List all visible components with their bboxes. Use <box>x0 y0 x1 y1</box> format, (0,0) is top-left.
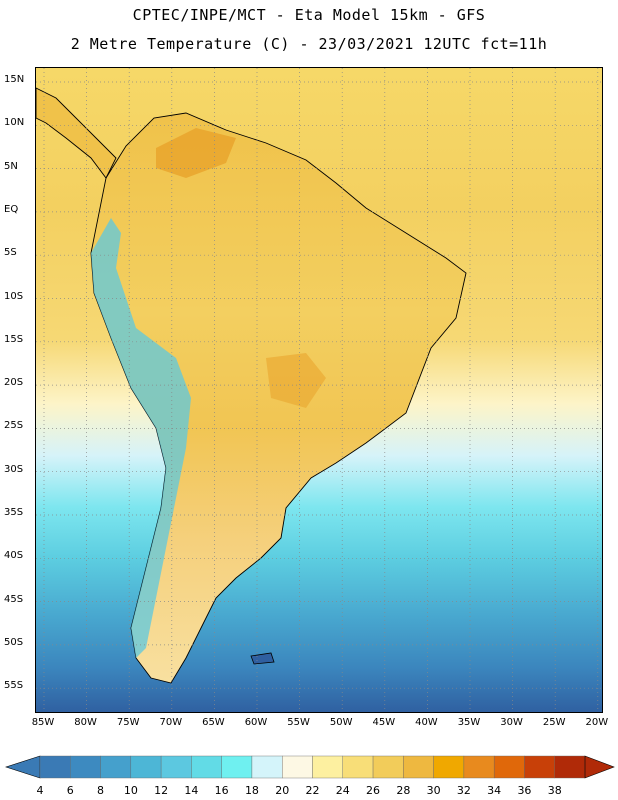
colorbar-swatch <box>372 755 404 779</box>
lat-tick-label: 5S <box>4 247 17 259</box>
colorbar-swatch <box>130 755 162 779</box>
warm-hotspot-north <box>156 128 236 178</box>
lon-tick-label: 75W <box>116 717 140 728</box>
temperature-colorbar <box>5 755 615 779</box>
colorbar-tick-label: 32 <box>456 784 471 797</box>
colorbar-high-arrow-icon <box>584 755 615 779</box>
lon-tick-label: 55W <box>287 717 310 728</box>
colorbar-swatch <box>554 755 586 779</box>
colorbar-tick-label: 6 <box>66 784 74 797</box>
lat-tick-label: 15N <box>4 74 25 85</box>
lon-tick-label: 80W <box>74 717 97 728</box>
lon-tick-label: 20W <box>585 717 609 728</box>
andes-cold-band <box>91 218 191 658</box>
lat-tick-label: 45S <box>4 593 24 605</box>
warm-hotspot-central <box>266 353 326 408</box>
colorbar-tick-label: 30 <box>426 784 441 797</box>
colorbar-swatch <box>433 755 465 779</box>
lon-tick-label: 40W <box>415 717 438 728</box>
chart-title: CPTEC/INPE/MCT - Eta Model 15km - GFS <box>132 6 486 24</box>
lon-tick-label: 35W <box>457 717 481 728</box>
lon-tick-label: 25W <box>542 717 566 728</box>
colorbar-low-arrow-icon <box>5 755 41 779</box>
lat-tick-label: 30S <box>4 463 24 475</box>
lon-tick-label: 50W <box>329 717 353 728</box>
colorbar-tick-label: 18 <box>244 784 259 797</box>
colorbar-swatch <box>463 755 495 779</box>
colorbar-swatch <box>70 755 101 779</box>
colorbar-swatch <box>251 755 283 779</box>
colorbar-swatch <box>160 755 192 779</box>
colorbar-tick-label: 10 <box>123 784 138 797</box>
colorbar-swatch <box>342 755 374 779</box>
chart-subtitle: 2 Metre Temperature (C) - 23/03/2021 12U… <box>70 35 548 53</box>
colorbar-tick-label: 4 <box>36 784 44 797</box>
lat-tick-label: 10N <box>4 117 25 129</box>
central-america-landmass <box>36 87 117 179</box>
colorbar-swatch <box>191 755 222 779</box>
colorbar-swatch <box>403 755 434 779</box>
colorbar-swatch <box>39 755 71 779</box>
colorbar-tick-label: 16 <box>214 784 229 797</box>
lon-tick-label: 65W <box>202 717 225 728</box>
colorbar-tick-label: 24 <box>335 784 350 797</box>
colorbar-tick-label: 38 <box>547 784 562 797</box>
colorbar-swatch <box>100 755 132 779</box>
colorbar-tick-label: 14 <box>184 784 199 797</box>
lon-tick-label: 70W <box>159 717 183 728</box>
colorbar-tick-label: 28 <box>396 784 411 797</box>
lon-tick-label: 45W <box>372 717 396 728</box>
colorbar-swatch <box>221 755 253 779</box>
lat-tick-label: 5N <box>4 160 18 172</box>
lat-tick-label: EQ <box>4 203 19 215</box>
colorbar-tick-label: 12 <box>154 784 169 797</box>
lat-tick-label: 10S <box>4 290 24 302</box>
colorbar-tick-label: 22 <box>305 784 320 797</box>
lat-tick-label: 25S <box>4 420 24 432</box>
lat-tick-label: 40S <box>4 550 24 562</box>
graticule <box>36 68 602 712</box>
colorbar-tick-label: 20 <box>275 784 290 797</box>
colorbar-tick-label: 26 <box>366 784 381 797</box>
colorbar-tick-label: 34 <box>487 784 502 797</box>
colorbar-tick-label: 36 <box>517 784 532 797</box>
lon-tick-label: 85W <box>31 717 55 728</box>
colorbar-swatch <box>312 755 343 779</box>
lon-tick-label: 60W <box>244 717 268 728</box>
falkland-islands <box>250 652 275 665</box>
lat-tick-label: 55S <box>4 680 24 692</box>
lat-tick-label: 50S <box>4 636 24 648</box>
temperature-map <box>35 67 603 713</box>
lat-tick-label: 15S <box>4 333 24 345</box>
colorbar-swatch <box>493 755 525 779</box>
colorbar-tick-label: 8 <box>97 784 105 797</box>
lat-tick-label: 35S <box>4 507 24 518</box>
lat-tick-label: 20S <box>4 377 24 389</box>
lon-tick-label: 30W <box>500 717 523 728</box>
colorbar-swatch <box>282 755 313 779</box>
colorbar-swatch <box>524 755 555 779</box>
